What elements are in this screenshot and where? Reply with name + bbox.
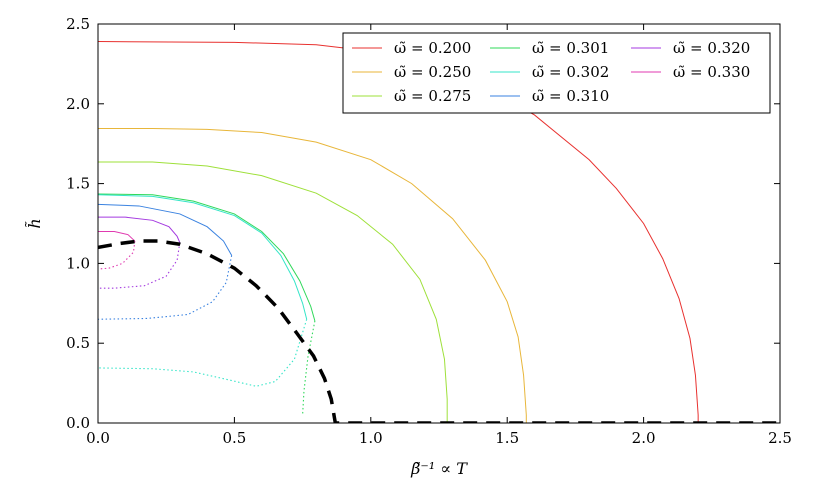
x-tick-label: 0.5 [222,429,246,447]
y-tick-label: 0.0 [66,414,90,432]
legend: ω̃ = 0.200 ω̃ = 0.250 ω̃ = 0.275 ω̃ = 0.301… [342,32,771,114]
series-solid-line-7 [98,230,136,242]
series-solid-line-6 [98,216,181,243]
series-solid-line-1 [98,128,527,423]
legend-box [342,32,771,114]
legend-label: ω̃ = 0.275 [394,87,471,105]
series-solid-line-5 [98,203,233,256]
x-tick-label: 2.0 [632,429,656,447]
x-axis-label: β̃⁻¹ ∝ T [410,459,468,478]
legend-label: ω̃ = 0.310 [532,87,609,105]
y-tick-label: 0.5 [66,334,90,352]
legend-label: ω̃ = 0.200 [394,39,471,57]
x-tick-label: 0.0 [86,429,110,447]
series-dotted-line-6 [98,242,181,289]
legend-entries: ω̃ = 0.200 ω̃ = 0.250 ω̃ = 0.275 ω̃ = 0.301… [352,39,750,105]
series-solid-line-4 [98,194,308,320]
legend-label: ω̃ = 0.330 [673,63,750,81]
y-tick-label: 1.0 [66,254,90,272]
legend-label: ω̃ = 0.320 [673,39,750,57]
y-tick-label: 2.5 [66,15,90,33]
series-dotted-line-5 [98,255,233,320]
series-solid-line-2 [98,161,448,423]
legend-label: ω̃ = 0.250 [394,63,471,81]
y-tick-label: 1.5 [66,175,90,193]
y-tick-label: 2.0 [66,95,90,113]
series-solid-line-3 [98,193,316,321]
lines-layer [98,41,780,423]
plot-frame [97,23,781,424]
x-tick-label: 1.0 [359,429,383,447]
x-tick-label: 1.5 [495,429,519,447]
series-dotted-line-4 [98,319,308,387]
series-dotted-line-7 [98,240,136,270]
series-dotted-line-3 [302,320,316,416]
x-tick-label: 2.5 [768,429,792,447]
y-axis-label: h̃ [25,218,44,228]
legend-label: ω̃ = 0.301 [532,39,609,57]
boundary-dashed-curve [98,239,780,423]
legend-label: ω̃ = 0.302 [532,63,609,81]
ticks-layer: 0.0 0.5 1.0 1.5 2.0 2.5 0.0 0.5 1.0 1.5 2.0 2.5 [66,15,792,447]
